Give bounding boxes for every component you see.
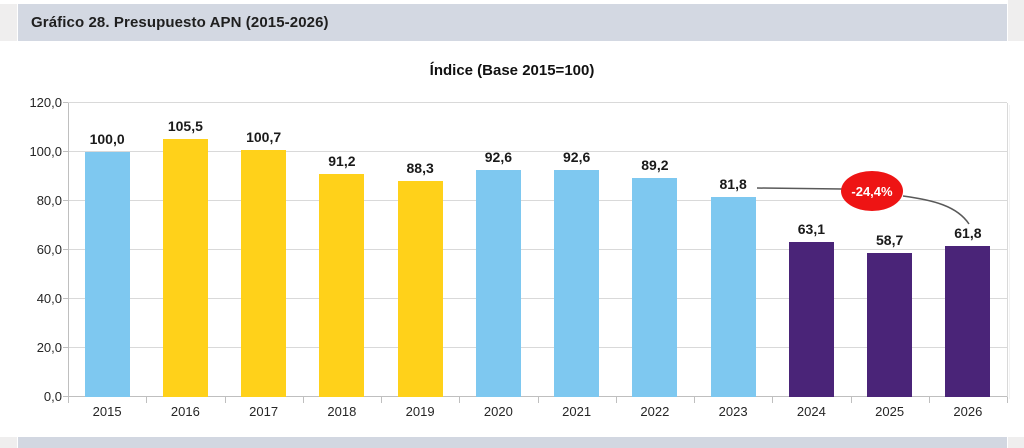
y-axis-label-80: 80,0	[36, 193, 62, 208]
bar-2018	[319, 173, 365, 397]
x-axis-tick-2	[224, 397, 226, 403]
x-axis-tick-3	[302, 397, 304, 403]
x-axis-tick-12	[1007, 397, 1008, 403]
page-edge-bottom-left	[0, 437, 17, 448]
bar-value-label-2017: 100,7	[246, 129, 282, 146]
gridline-60	[68, 249, 1007, 250]
x-axis-tick-6	[537, 397, 539, 403]
x-axis-label-2021: 2021	[562, 404, 592, 419]
bar-2022	[632, 178, 678, 397]
x-axis-label-2015: 2015	[92, 404, 122, 419]
gridline-120	[68, 102, 1007, 103]
bar-value-label-2026: 61,8	[954, 224, 982, 241]
y-axis-tick-20	[63, 347, 68, 348]
gridline-80	[68, 200, 1007, 201]
bar-value-label-2024: 63,1	[797, 221, 825, 238]
bar-value-label-2015: 100,0	[89, 131, 125, 147]
x-axis-label-2022: 2022	[640, 404, 670, 419]
x-axis-label-2024: 2024	[796, 404, 826, 419]
x-axis-label-2020: 2020	[483, 404, 513, 419]
bar-2024	[788, 242, 834, 397]
y-axis-tick-100	[63, 151, 68, 152]
bar-2026	[945, 245, 991, 397]
x-axis-tick-7	[615, 397, 617, 403]
x-axis-tick-5	[459, 397, 461, 403]
bar-value-label-2023: 81,8	[719, 175, 747, 192]
x-axis-tick-0	[68, 397, 69, 403]
y-axis-label-120: 120,0	[29, 95, 62, 110]
page-edge-bottom-right	[1008, 437, 1024, 448]
bar-2021	[554, 170, 600, 397]
bar-2025	[867, 253, 913, 397]
x-axis-label-2016: 2016	[170, 404, 200, 419]
bar-2016	[162, 138, 208, 397]
bar-value-label-2018: 91,2	[328, 152, 356, 169]
x-axis-tick-9	[772, 397, 774, 403]
y-axis-tick-40	[63, 298, 68, 299]
percent-change-callout: -24,4%	[841, 171, 903, 211]
bar-value-label-2016: 105,5	[167, 117, 203, 134]
x-axis-line	[68, 396, 1007, 397]
percent-change-label: -24,4%	[851, 183, 893, 199]
x-axis-label-2023: 2023	[718, 404, 748, 419]
y-axis-label-0: 0,0	[43, 389, 62, 404]
x-axis-label-2018: 2018	[327, 404, 357, 419]
chart-title: Índice (Base 2015=100)	[429, 62, 595, 79]
y-axis-label-40: 40,0	[36, 291, 62, 306]
bar-2019	[397, 180, 443, 397]
x-axis-tick-4	[381, 397, 382, 403]
page-edge-top-right	[1008, 0, 1024, 41]
bar-2023	[710, 196, 756, 397]
y-axis-line	[68, 103, 69, 397]
y-axis-tick-80	[63, 200, 68, 201]
x-axis-label-2019: 2019	[405, 404, 435, 419]
bar-value-label-2020: 92,6	[484, 149, 512, 166]
x-axis-tick-8	[694, 397, 695, 403]
bar-2015	[84, 152, 130, 397]
bar-2017	[241, 150, 287, 397]
y-axis-tick-60	[63, 249, 68, 250]
plot-right-border	[1007, 103, 1008, 397]
bar-value-label-2021: 92,6	[563, 149, 591, 166]
figure-title: Gráfico 28. Presupuesto APN (2015-2026)	[31, 14, 329, 31]
x-axis-label-2017: 2017	[249, 404, 279, 419]
bar-value-label-2022: 89,2	[641, 157, 669, 174]
gridline-100	[68, 151, 1007, 152]
x-axis-label-2025: 2025	[875, 404, 905, 419]
x-axis-label-2026: 2026	[953, 404, 983, 419]
x-axis-tick-10	[850, 397, 852, 403]
y-axis-label-20: 20,0	[36, 340, 62, 355]
figure-header-band: Gráfico 28. Presupuesto APN (2015-2026)	[18, 4, 1007, 41]
page-bottom-band	[18, 437, 1007, 448]
page-edge-top-left	[0, 4, 17, 41]
gridline-20	[68, 347, 1007, 348]
bar-value-label-2019: 88,3	[406, 159, 434, 176]
bar-2020	[475, 170, 521, 397]
y-axis-label-100: 100,0	[29, 144, 62, 159]
y-axis-tick-120	[63, 102, 68, 103]
bar-value-label-2025: 58,7	[876, 232, 904, 249]
y-axis-label-60: 60,0	[36, 242, 62, 257]
x-axis-tick-1	[146, 397, 148, 403]
gridline-40	[68, 298, 1007, 299]
y-axis-tick-0	[63, 396, 68, 397]
x-axis-tick-11	[928, 397, 930, 403]
